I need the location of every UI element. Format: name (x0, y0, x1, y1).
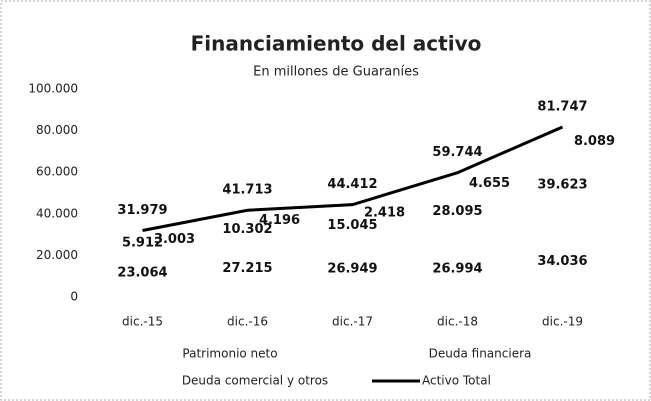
data-label: 81.747 (537, 99, 587, 114)
legend-label: Deuda financiera (429, 347, 532, 361)
legend-swatch (408, 350, 416, 358)
y-tick-label: 20.000 (36, 248, 78, 262)
data-label: 27.215 (222, 261, 272, 276)
x-tick-label: dic.-19 (542, 315, 583, 329)
bar-segment (426, 182, 489, 241)
data-label: 41.713 (222, 183, 272, 198)
bar-segment (216, 240, 279, 297)
data-label: 44.412 (327, 177, 377, 192)
bar-segment (531, 143, 594, 227)
y-tick-label: 60.000 (36, 165, 78, 179)
bar-segment (111, 230, 174, 237)
y-tick-label: 80.000 (36, 123, 78, 137)
chart-subtitle: En millones de Guaraníes (253, 65, 419, 80)
y-tick-label: 0 (70, 290, 78, 304)
y-tick-label: 40.000 (36, 206, 78, 220)
bar-segment (321, 204, 384, 210)
chart-title: Financiamiento del activo (191, 32, 482, 56)
data-label: 26.994 (432, 261, 482, 276)
legend-label: Patrimonio neto (182, 347, 277, 361)
data-label: 5.912 (122, 235, 163, 250)
data-label: 4.655 (469, 176, 510, 191)
legend-swatch (158, 350, 166, 358)
bar-segment (531, 126, 594, 144)
bar-segment (111, 249, 174, 297)
data-label: 2.418 (364, 206, 405, 221)
data-label: 26.949 (327, 261, 377, 276)
data-label: 59.744 (432, 145, 482, 160)
x-tick-label: dic.-17 (332, 315, 373, 329)
data-label: 23.064 (117, 266, 167, 281)
data-label: 39.623 (537, 177, 587, 192)
line-series (142, 125, 564, 232)
legend-label: Activo Total (422, 374, 491, 388)
bar-segment (426, 172, 489, 183)
legend-swatch (183, 377, 191, 385)
bar-segment (321, 240, 384, 297)
data-label: 3.003 (154, 232, 195, 247)
bar-segment (321, 209, 384, 241)
bar-segment (216, 210, 279, 219)
data-label: 4.196 (259, 213, 300, 228)
data-label: 15.045 (327, 218, 377, 233)
data-label: 34.036 (537, 254, 587, 269)
y-tick-label: 100.000 (28, 82, 78, 96)
bar-segment (426, 240, 489, 297)
data-label: 10.302 (222, 222, 272, 237)
x-tick-label: dic.-18 (437, 315, 478, 329)
legend-label: Deuda comercial y otros (182, 374, 328, 388)
data-label: 28.095 (432, 204, 482, 219)
bar-segment (531, 226, 594, 297)
x-tick-label: dic.-15 (122, 315, 163, 329)
bar-segment (216, 218, 279, 241)
bar-segment (111, 236, 174, 250)
data-label: 31.979 (117, 203, 167, 218)
data-label: 8.089 (574, 134, 615, 149)
x-tick-label: dic.-16 (227, 315, 268, 329)
